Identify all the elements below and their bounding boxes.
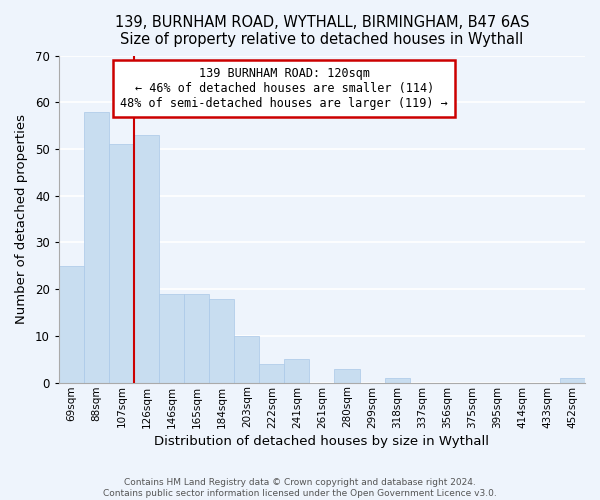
Text: 139 BURNHAM ROAD: 120sqm
← 46% of detached houses are smaller (114)
48% of semi-: 139 BURNHAM ROAD: 120sqm ← 46% of detach… [121,67,448,110]
Bar [385,378,410,382]
Bar [234,336,259,382]
Text: Contains HM Land Registry data © Crown copyright and database right 2024.
Contai: Contains HM Land Registry data © Crown c… [103,478,497,498]
X-axis label: Distribution of detached houses by size in Wythall: Distribution of detached houses by size … [154,434,490,448]
Bar [259,364,284,382]
Bar [184,294,209,382]
Bar [84,112,109,382]
Bar [334,368,359,382]
Bar [59,266,84,382]
Bar [284,360,310,382]
Bar [209,298,234,382]
Bar [560,378,585,382]
Bar [134,135,159,382]
Bar [109,144,134,382]
Title: 139, BURNHAM ROAD, WYTHALL, BIRMINGHAM, B47 6AS
Size of property relative to det: 139, BURNHAM ROAD, WYTHALL, BIRMINGHAM, … [115,15,529,48]
Bar [159,294,184,382]
Y-axis label: Number of detached properties: Number of detached properties [15,114,28,324]
